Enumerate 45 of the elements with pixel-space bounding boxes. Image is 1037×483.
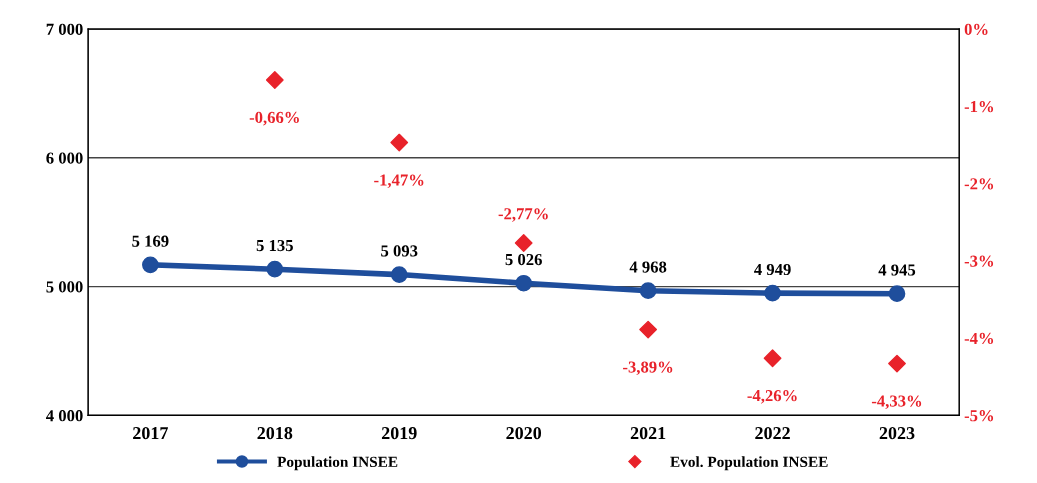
x-tick-label: 2021 <box>630 427 666 440</box>
x-tick-label: 2020 <box>506 427 542 440</box>
data-label: 4 949 <box>754 263 791 276</box>
y2-tick-label: -3% <box>964 255 994 267</box>
x-tick-label: 2017 <box>133 427 168 440</box>
data-label: -4,26% <box>747 390 797 404</box>
x-tick-label: 2019 <box>381 427 417 440</box>
data-label: -0,66% <box>249 111 299 126</box>
data-label: -2,77% <box>498 208 548 222</box>
data-label: 5 169 <box>132 235 169 247</box>
y2-tick-label: -1% <box>964 100 994 113</box>
point <box>888 285 906 302</box>
point <box>266 260 284 278</box>
legend-label: Population INSEE <box>277 456 398 471</box>
y2-tick-label: -5% <box>964 410 994 422</box>
point <box>515 274 533 292</box>
point <box>764 284 781 302</box>
y-tick-label: 6 000 <box>46 152 83 164</box>
y-tick-label: 4 000 <box>46 410 83 422</box>
point <box>390 133 409 152</box>
data-label: 5 026 <box>505 253 542 266</box>
point <box>390 266 408 283</box>
point <box>142 256 159 274</box>
data-label: -4,33% <box>871 395 922 410</box>
y2-tick-label: -4% <box>964 332 994 345</box>
y-tick-label: 5 000 <box>46 281 83 293</box>
x-tick-label: 2022 <box>755 427 790 440</box>
y2-tick-label: 0% <box>964 23 988 35</box>
x-tick-label: 2023 <box>879 427 915 440</box>
point <box>265 71 284 89</box>
point <box>763 349 782 368</box>
y2-tick-label: -2% <box>964 178 994 190</box>
data-label: 5 135 <box>256 239 293 252</box>
data-label: 4 968 <box>629 261 667 273</box>
legend-label: Evol. Population INSEE <box>670 456 828 471</box>
data-label: 4 945 <box>878 264 916 276</box>
data-label: 5 093 <box>381 245 418 257</box>
point <box>888 354 906 373</box>
x-tick-label: 2018 <box>257 427 293 440</box>
point <box>639 320 658 339</box>
data-label: -1,47% <box>374 174 424 189</box>
point <box>514 234 533 252</box>
data-label: -3,89% <box>623 361 673 376</box>
point <box>639 282 657 300</box>
y-tick-label: 7 000 <box>46 23 83 35</box>
